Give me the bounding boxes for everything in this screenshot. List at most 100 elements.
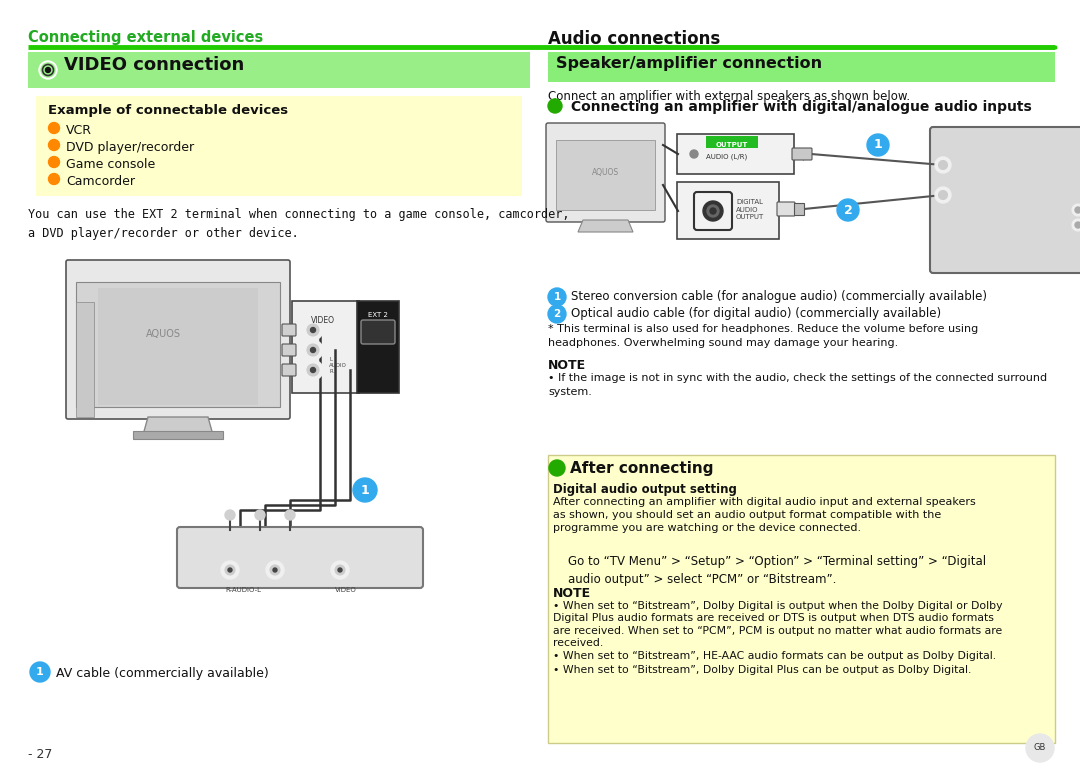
Circle shape — [548, 288, 566, 306]
Text: Digital audio output setting: Digital audio output setting — [553, 483, 737, 496]
Text: After connecting an amplifier with digital audio input and external speakers
as : After connecting an amplifier with digit… — [553, 497, 975, 533]
Circle shape — [221, 561, 239, 579]
Text: 1: 1 — [553, 292, 561, 302]
Circle shape — [1072, 219, 1080, 231]
FancyBboxPatch shape — [546, 123, 665, 222]
Text: DIGITAL
AUDIO
OUTPUT: DIGITAL AUDIO OUTPUT — [735, 199, 765, 220]
FancyBboxPatch shape — [930, 127, 1080, 273]
Circle shape — [935, 187, 951, 203]
Text: VIDEO: VIDEO — [335, 587, 356, 593]
Circle shape — [707, 205, 719, 217]
Circle shape — [39, 61, 57, 79]
Text: 1: 1 — [874, 139, 882, 152]
FancyBboxPatch shape — [357, 301, 399, 393]
Text: 2: 2 — [553, 309, 561, 319]
Text: 2: 2 — [843, 204, 852, 217]
FancyBboxPatch shape — [177, 527, 423, 588]
Text: NOTE: NOTE — [548, 359, 586, 372]
Text: • When set to “Bitstream”, Dolby Digital is output when the Dolby Digital or Dol: • When set to “Bitstream”, Dolby Digital… — [553, 601, 1002, 649]
Text: OUTPUT: OUTPUT — [716, 142, 748, 148]
Text: Connecting an amplifier with digital/analogue audio inputs: Connecting an amplifier with digital/ana… — [566, 100, 1031, 114]
Polygon shape — [578, 220, 633, 232]
Text: • If the image is not in sync with the audio, check the settings of the connecte: • If the image is not in sync with the a… — [548, 373, 1048, 397]
Circle shape — [1072, 204, 1080, 216]
Circle shape — [303, 320, 323, 340]
FancyBboxPatch shape — [548, 455, 1055, 743]
Text: Go to “TV Menu” > “Setup” > “Option” > “Terminal setting” > “Digital
audio outpu: Go to “TV Menu” > “Setup” > “Option” > “… — [568, 555, 986, 586]
Text: Speaker/amplifier connection: Speaker/amplifier connection — [556, 56, 822, 71]
Text: Connecting external devices: Connecting external devices — [28, 30, 264, 45]
Circle shape — [273, 568, 276, 572]
Circle shape — [266, 561, 284, 579]
Text: L
AUDIO
R: L AUDIO R — [329, 357, 347, 374]
FancyBboxPatch shape — [794, 203, 804, 215]
FancyBboxPatch shape — [282, 324, 296, 336]
Circle shape — [311, 347, 315, 353]
Text: DVD player/recorder: DVD player/recorder — [66, 141, 194, 154]
Circle shape — [548, 305, 566, 323]
Circle shape — [710, 208, 716, 214]
Circle shape — [285, 510, 295, 520]
Circle shape — [307, 364, 319, 376]
Text: R-AUDIO-L: R-AUDIO-L — [225, 587, 261, 593]
FancyBboxPatch shape — [792, 148, 812, 160]
FancyBboxPatch shape — [76, 302, 94, 417]
Circle shape — [49, 123, 59, 134]
FancyBboxPatch shape — [282, 364, 296, 376]
FancyBboxPatch shape — [677, 182, 779, 239]
Text: Optical audio cable (for digital audio) (commercially available): Optical audio cable (for digital audio) … — [571, 307, 941, 320]
Text: Stereo conversion cable (for analogue audio) (commercially available): Stereo conversion cable (for analogue au… — [571, 290, 987, 303]
Text: • When set to “Bitstream”, Dolby Digital Plus can be output as Dolby Digital.: • When set to “Bitstream”, Dolby Digital… — [553, 665, 971, 675]
Text: Camcorder: Camcorder — [66, 175, 135, 188]
Circle shape — [45, 67, 51, 72]
Text: Example of connectable devices: Example of connectable devices — [48, 104, 288, 117]
FancyBboxPatch shape — [777, 202, 795, 216]
Text: AV cable (commercially available): AV cable (commercially available) — [56, 667, 269, 680]
Circle shape — [49, 140, 59, 150]
Circle shape — [338, 568, 342, 572]
FancyBboxPatch shape — [66, 260, 291, 419]
FancyBboxPatch shape — [76, 282, 280, 407]
Text: NOTE: NOTE — [553, 587, 591, 600]
Circle shape — [225, 510, 235, 520]
Circle shape — [311, 368, 315, 372]
Text: - 27: - 27 — [28, 748, 52, 761]
Circle shape — [335, 565, 345, 575]
Circle shape — [303, 360, 323, 380]
Text: GB: GB — [1034, 743, 1047, 752]
FancyBboxPatch shape — [706, 136, 758, 148]
Text: I: I — [800, 154, 804, 163]
Circle shape — [49, 173, 59, 185]
Circle shape — [548, 99, 562, 113]
FancyBboxPatch shape — [556, 140, 654, 210]
Text: 1: 1 — [36, 667, 44, 677]
Circle shape — [703, 201, 723, 221]
Circle shape — [307, 344, 319, 356]
FancyBboxPatch shape — [133, 431, 222, 439]
Text: VCR: VCR — [66, 124, 92, 137]
Text: VIDEO: VIDEO — [311, 316, 335, 325]
Circle shape — [41, 63, 55, 77]
Text: 1: 1 — [361, 484, 369, 497]
Circle shape — [1075, 222, 1080, 228]
Text: Game console: Game console — [66, 158, 156, 171]
FancyBboxPatch shape — [548, 52, 1055, 82]
Circle shape — [686, 146, 702, 162]
FancyBboxPatch shape — [36, 96, 522, 196]
Circle shape — [49, 156, 59, 168]
Text: AQUOS: AQUOS — [592, 168, 619, 176]
Text: EXT 2: EXT 2 — [368, 312, 388, 318]
Circle shape — [549, 460, 565, 476]
FancyBboxPatch shape — [361, 320, 395, 344]
Circle shape — [228, 568, 232, 572]
Polygon shape — [143, 417, 213, 435]
Circle shape — [270, 565, 280, 575]
Circle shape — [1075, 207, 1080, 213]
Circle shape — [303, 340, 323, 360]
Text: AQUOS: AQUOS — [146, 329, 180, 339]
Circle shape — [935, 157, 951, 173]
Circle shape — [30, 662, 50, 682]
FancyBboxPatch shape — [292, 301, 359, 393]
Circle shape — [225, 565, 235, 575]
Circle shape — [837, 199, 859, 221]
